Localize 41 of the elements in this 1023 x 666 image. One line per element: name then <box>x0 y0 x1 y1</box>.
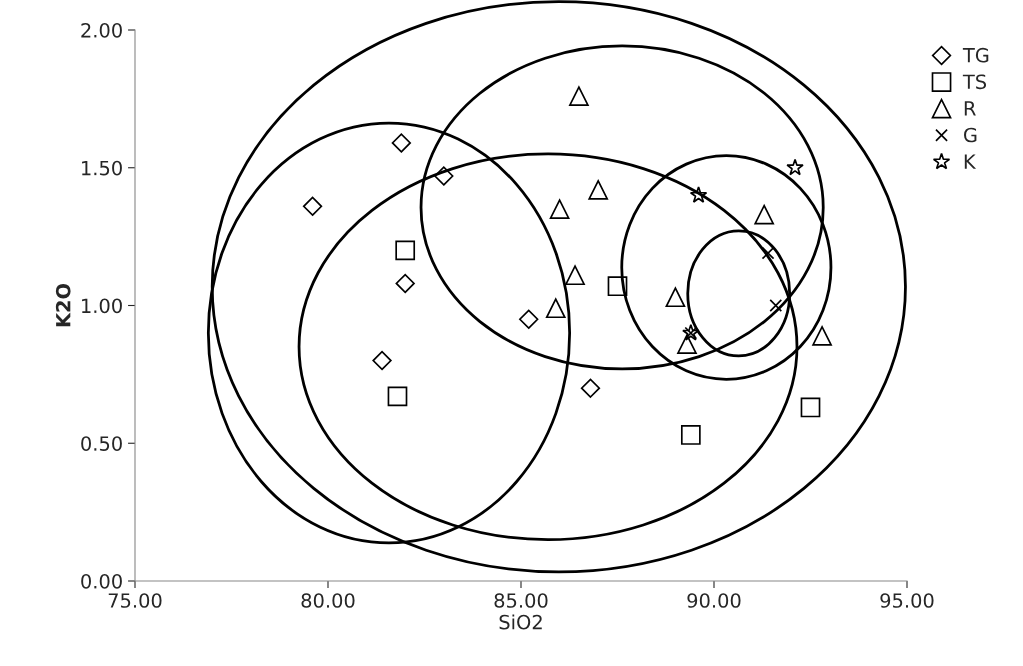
point <box>391 133 412 153</box>
point <box>800 397 821 418</box>
y-tick-label: 2.00 <box>81 22 122 38</box>
point <box>588 179 609 200</box>
x-tick-label: 95.00 <box>880 593 934 608</box>
y-tick-label: 1.00 <box>82 298 122 314</box>
legend-label: G <box>964 127 977 143</box>
point <box>769 299 783 312</box>
y-tick-label: 0.00 <box>81 573 122 589</box>
y-tick-label: 0.50 <box>81 436 122 451</box>
point <box>677 334 697 354</box>
point <box>565 265 585 286</box>
point <box>302 196 323 216</box>
point <box>549 199 570 219</box>
point <box>580 378 601 398</box>
point <box>754 204 775 225</box>
x-axis-title: SiO2 <box>499 614 542 630</box>
point <box>395 240 416 261</box>
point <box>607 276 628 297</box>
point <box>786 158 804 176</box>
x-tick-label: 90.00 <box>687 593 741 608</box>
point <box>545 298 566 319</box>
point <box>761 246 775 260</box>
legend-label: R <box>964 101 976 116</box>
legend-label: TG <box>962 47 989 63</box>
point <box>680 425 701 445</box>
point <box>387 386 408 407</box>
x-tick-label: 85.00 <box>494 593 548 608</box>
point <box>519 309 539 329</box>
point <box>665 287 686 308</box>
x-tick-label: 80.00 <box>301 593 355 608</box>
y-tick-label: 1.50 <box>82 160 122 176</box>
point <box>569 86 589 106</box>
point <box>395 273 415 294</box>
x-tick-label: 75.00 <box>108 593 162 608</box>
point <box>812 325 832 346</box>
legend-label: TS <box>962 74 987 90</box>
point <box>689 186 708 203</box>
point <box>372 350 392 371</box>
y-axis-title: K2O <box>55 283 71 327</box>
legend-label: K <box>964 154 977 169</box>
